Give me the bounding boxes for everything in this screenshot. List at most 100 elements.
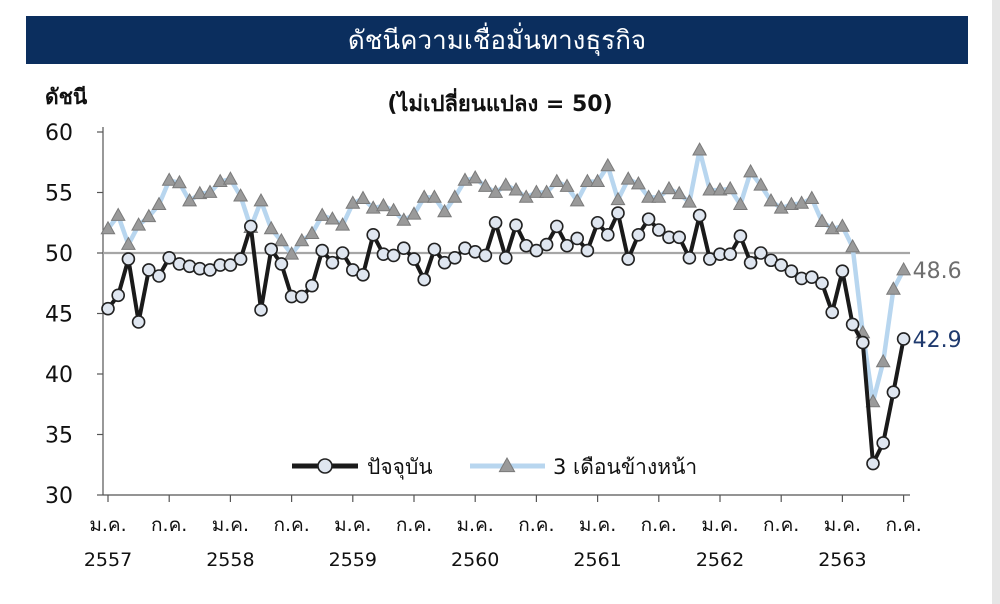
forward-point: [692, 142, 708, 156]
forward-point: [284, 246, 300, 260]
current-point: [478, 248, 493, 263]
x-tick-label: ก.ค.: [518, 514, 554, 536]
chart-title: ดัชนีความเชื่อมั่นทางธุรกิจ: [26, 16, 968, 64]
current-point: [590, 215, 605, 230]
forward-point: [804, 190, 820, 204]
current-point: [855, 335, 870, 350]
legend-forward-marker: [498, 456, 516, 473]
forward-point: [182, 192, 198, 207]
current-point: [743, 255, 758, 270]
legend-forward-label: 3 เดือนข้างหน้า: [553, 455, 697, 479]
current-point: [641, 212, 656, 226]
forward-point: [110, 207, 126, 221]
forward-point: [896, 261, 912, 276]
x-tick-label: ก.ค.: [151, 514, 187, 536]
current-point: [815, 276, 829, 291]
series-current: 42.9: [101, 206, 962, 471]
forward-point: [641, 189, 657, 203]
current-point: [396, 241, 411, 255]
forward-point: [222, 171, 238, 185]
forward-point: [192, 185, 208, 200]
current-point: [274, 257, 289, 271]
current-point: [529, 243, 544, 258]
forward-point: [763, 192, 779, 207]
forward-point: [151, 196, 167, 210]
forward-point: [620, 171, 636, 185]
current-point: [305, 278, 319, 293]
current-point: [315, 243, 330, 258]
forward-point: [171, 174, 187, 189]
x-tick-label: ก.ค.: [641, 514, 677, 536]
current-point: [539, 237, 554, 252]
forward-point: [131, 217, 147, 231]
current-point: [784, 264, 799, 278]
forward-point: [120, 236, 136, 250]
current-point: [682, 251, 697, 265]
forward-point: [416, 189, 432, 203]
forward-point: [743, 163, 759, 178]
current-point: [835, 264, 850, 278]
forward-end-label: 48.6: [913, 259, 962, 284]
current-point: [600, 228, 615, 242]
current-point: [254, 303, 268, 317]
forward-point: [834, 218, 850, 232]
forward-point: [273, 232, 289, 247]
forward-point: [681, 194, 697, 208]
year-label: 2558: [206, 549, 254, 571]
current-point: [753, 246, 768, 260]
forward-point: [753, 177, 769, 191]
forward-point: [845, 238, 861, 253]
forward-point: [467, 169, 483, 184]
x-tick-label: ก.ค.: [763, 514, 799, 536]
current-point: [845, 317, 860, 332]
forward-point: [651, 189, 667, 203]
forward-point: [386, 202, 402, 217]
current-point: [804, 270, 819, 285]
forward-point: [426, 189, 442, 203]
legend-current-marker: [317, 458, 333, 474]
forward-point: [314, 207, 330, 221]
current-point: [733, 229, 748, 243]
forward-point: [335, 217, 351, 231]
forward-point: [814, 213, 830, 227]
series-forward: 48.6: [100, 142, 962, 408]
x-tick-label: ก.ค.: [396, 514, 432, 536]
forward-point: [794, 195, 810, 209]
current-point: [417, 272, 432, 287]
forward-point: [141, 208, 157, 223]
y-tick-label: 40: [45, 363, 73, 388]
current-point: [264, 242, 279, 257]
forward-point: [518, 189, 534, 203]
forward-point: [447, 189, 463, 203]
forward-point: [233, 188, 249, 202]
forward-point: [304, 225, 320, 240]
y-tick-label: 60: [45, 121, 73, 146]
current-point: [233, 252, 248, 266]
current-point: [111, 288, 125, 303]
current-point: [142, 263, 156, 277]
current-point: [570, 231, 585, 246]
forward-point: [539, 184, 555, 198]
x-tick-label: ม.ค.: [579, 514, 616, 536]
x-tick-label: ม.ค.: [212, 514, 249, 536]
current-point: [131, 315, 146, 329]
forward-point: [508, 182, 524, 196]
x-tick-label: ม.ค.: [824, 514, 861, 536]
current-point: [162, 251, 176, 265]
forward-point: [477, 178, 493, 192]
current-point: [152, 269, 166, 283]
forward-point: [885, 281, 901, 295]
year-label: 2560: [451, 549, 499, 571]
current-point: [621, 252, 636, 266]
current-point: [825, 305, 840, 320]
forward-point: [202, 184, 218, 198]
forward-point: [375, 197, 391, 212]
current-point: [325, 255, 340, 270]
year-label: 2561: [573, 549, 621, 571]
forward-point: [488, 184, 504, 198]
x-tick-label: ก.ค.: [273, 514, 309, 536]
current-point: [560, 238, 574, 253]
forward-point: [783, 196, 799, 210]
current-point: [896, 332, 911, 346]
year-label: 2563: [818, 549, 866, 571]
